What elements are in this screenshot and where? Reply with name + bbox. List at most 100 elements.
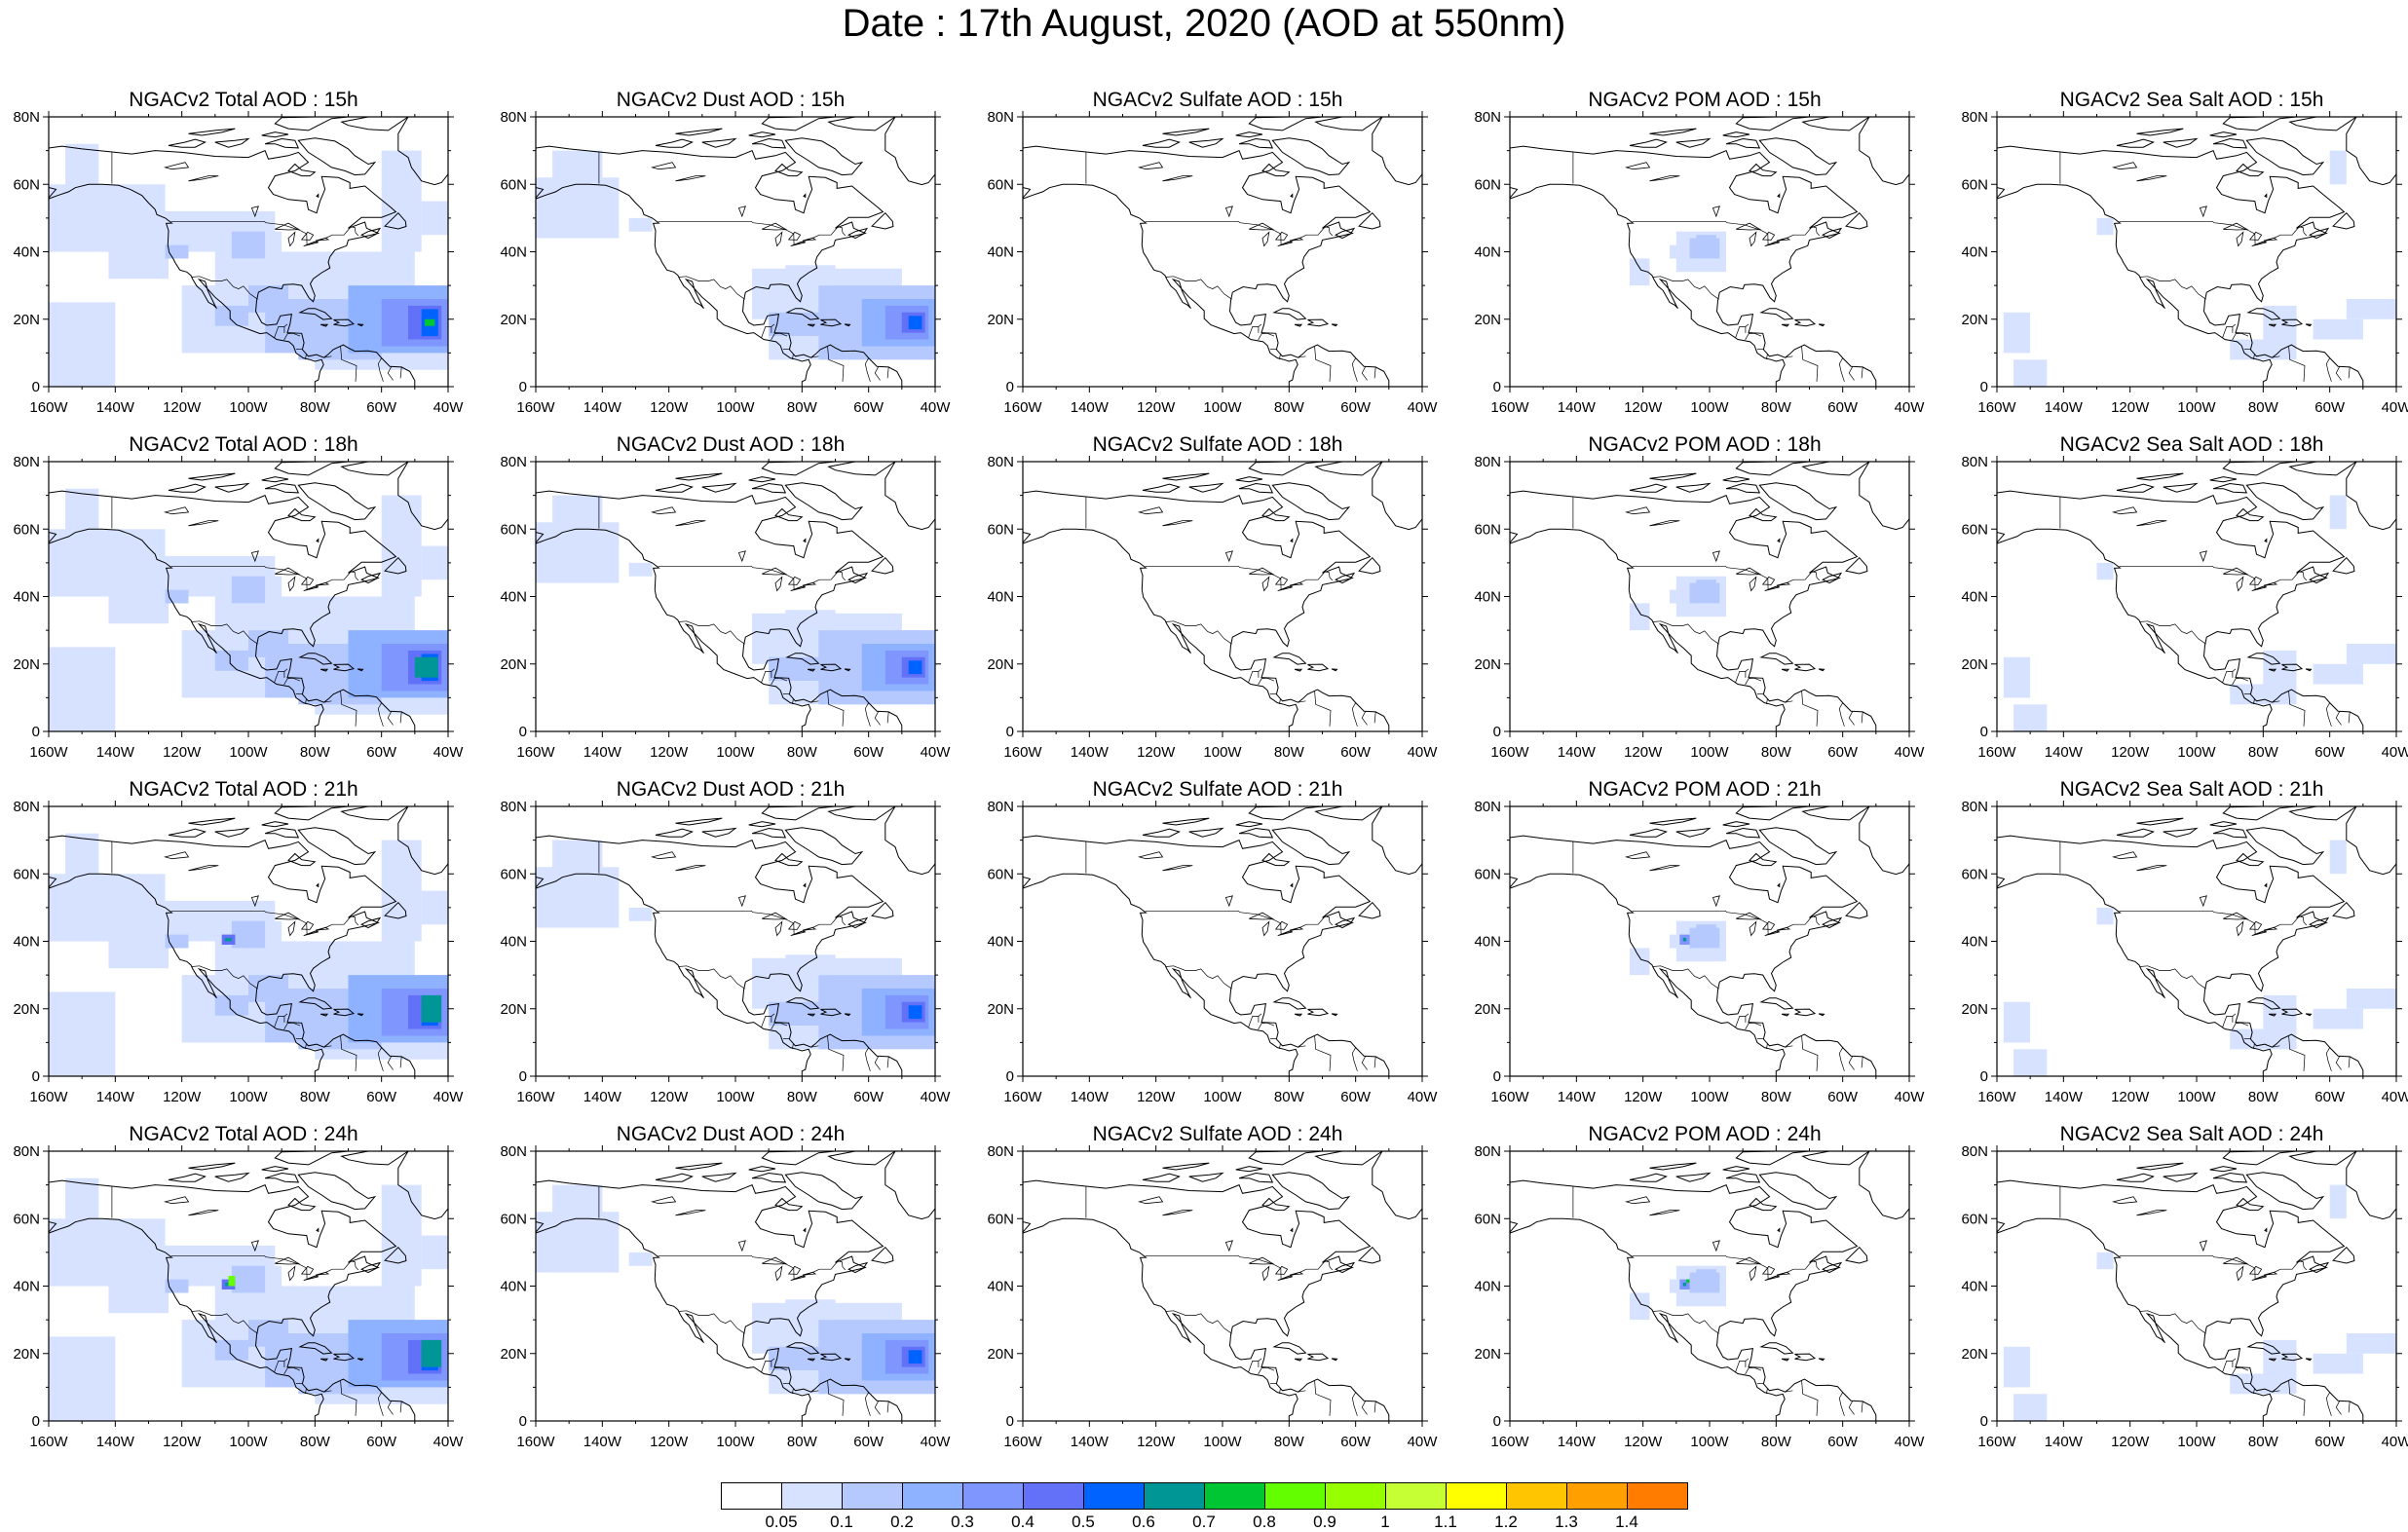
panel-title: NGACv2 Dust AOD : 15h: [616, 89, 846, 111]
lon-tick-label: 100W: [1690, 399, 1729, 416]
lat-tick-label: 80N: [1961, 109, 1988, 126]
lat-tick-label: 20N: [1474, 312, 1501, 328]
aod-cell: [2263, 650, 2297, 685]
lon-tick-label: 60W: [366, 744, 397, 761]
border-layer: [111, 1186, 402, 1416]
lat-tick-label: 80N: [500, 454, 527, 470]
lat-tick-label: 40N: [987, 244, 1014, 261]
map-canvas: 0 20N 40N 60N 80N 160W 140W 120W 100W 80W 60W 40W: [500, 454, 951, 761]
lat-tick-label: 0: [1493, 724, 1501, 740]
border-layer: [1085, 497, 1376, 727]
border-layer: [111, 841, 402, 1071]
map-canvas: 0 20N 40N 60N 80N 160W 140W 120W 100W 80W 60W 40W: [987, 109, 1439, 416]
map-panel-seasalt-2: NGACv2 Sea Salt AOD : 21h 0 20N 40N 60N 80N 16…: [1948, 777, 2408, 1118]
aod-cell: [421, 994, 442, 1023]
aod-cell: [2313, 1008, 2363, 1029]
aod-cell: [49, 991, 116, 1076]
lon-tick-label: 140W: [583, 1089, 622, 1105]
lon-tick-label: 80W: [1274, 1434, 1305, 1450]
lat-tick-label: 80N: [500, 799, 527, 815]
aod-cell: [1630, 603, 1650, 631]
lon-tick-label: 140W: [96, 1434, 135, 1450]
coastline-layer: [1510, 462, 1909, 731]
aod-cell: [2329, 150, 2347, 185]
lon-tick-label: 100W: [1690, 1434, 1729, 1450]
lat-tick-label: 80N: [1961, 799, 1988, 815]
colorbar-label: 1.4: [1615, 1513, 1638, 1531]
lat-tick-label: 0: [1006, 379, 1014, 395]
lon-tick-label: 40W: [2382, 1089, 2408, 1105]
lat-tick-label: 80N: [987, 1143, 1014, 1160]
colorbar-label: 0.6: [1132, 1513, 1155, 1531]
lon-tick-label: 40W: [2382, 744, 2408, 761]
lat-tick-label: 80N: [987, 454, 1014, 470]
lat-tick-label: 40N: [13, 1279, 40, 1295]
aod-cell: [49, 302, 116, 387]
lat-tick-label: 40N: [500, 244, 527, 261]
colorbar-label: 0.8: [1253, 1513, 1276, 1531]
aod-cell: [2346, 644, 2396, 664]
lon-tick-label: 80W: [787, 744, 818, 761]
coastline-layer: [49, 1151, 448, 1421]
colorbar-label: 1: [1380, 1513, 1390, 1531]
lon-tick-label: 100W: [1203, 1434, 1242, 1450]
panel-title: NGACv2 Total AOD : 18h: [129, 433, 358, 456]
border-layer: [2059, 1186, 2351, 1416]
panel-title: NGACv2 Dust AOD : 18h: [616, 433, 846, 456]
lon-tick-label: 120W: [650, 399, 689, 416]
lon-tick-label: 140W: [1071, 1089, 1110, 1105]
lon-tick-label: 140W: [1558, 744, 1597, 761]
lon-tick-label: 80W: [1274, 399, 1305, 416]
aod-cell: [381, 840, 422, 942]
border-layer: [598, 497, 889, 727]
lon-tick-label: 40W: [433, 1434, 465, 1450]
colorbar-swatch: [1325, 1482, 1386, 1510]
aod-cell: [908, 1005, 922, 1020]
map-canvas: 0 20N 40N 60N 80N 160W 140W 120W 100W 80W 60W 40W: [1474, 109, 1925, 416]
colorbar-swatch: [1083, 1482, 1145, 1510]
lat-tick-label: 20N: [1474, 656, 1501, 673]
lat-tick-label: 0: [1006, 1068, 1014, 1085]
lat-tick-label: 60N: [500, 866, 527, 882]
colorbar-label: 0.3: [951, 1513, 974, 1531]
map-canvas: 0 20N 40N 60N 80N 160W 140W 120W 100W 80W 60W 40W: [500, 799, 952, 1105]
coastline-layer: [536, 806, 935, 1076]
lon-tick-label: 100W: [229, 1089, 268, 1105]
lon-tick-label: 100W: [2177, 1434, 2216, 1450]
colorbar-swatch: [1385, 1482, 1447, 1510]
lon-tick-label: 40W: [921, 1089, 952, 1105]
map-canvas: 0 20N 40N 60N 80N 160W 140W 120W 100W 80W 60W 40W: [13, 454, 464, 761]
panel-title: NGACv2 POM AOD : 18h: [1588, 433, 1822, 456]
aod-cell: [248, 1320, 288, 1347]
lon-tick-label: 80W: [300, 744, 331, 761]
lon-tick-label: 160W: [1003, 744, 1042, 761]
aod-cell: [108, 1258, 169, 1314]
aod-cell: [536, 867, 620, 928]
lon-tick-label: 60W: [2314, 744, 2346, 761]
aod-cell: [2263, 1339, 2297, 1374]
lon-tick-label: 160W: [1490, 399, 1529, 416]
map-panel-seasalt-1: NGACv2 Sea Salt AOD : 18h 0 20N 40N 60N 80N 16…: [1948, 432, 2408, 773]
colorbar-label: 0.2: [890, 1513, 914, 1531]
border-layer: [1572, 497, 1863, 727]
map-panel-pom-1: NGACv2 POM AOD : 18h 0 20N 40N 60N 80N 160W 140…: [1461, 432, 1948, 773]
lon-tick-label: 40W: [1408, 399, 1439, 416]
aod-cell: [381, 1184, 422, 1287]
aod-cell: [49, 718, 76, 731]
colorbar-label: 0.4: [1011, 1513, 1035, 1531]
lat-tick-label: 80N: [500, 109, 527, 126]
aod-cell: [908, 660, 922, 675]
lon-tick-label: 80W: [1761, 1089, 1792, 1105]
lon-tick-label: 60W: [853, 399, 884, 416]
lon-tick-label: 120W: [1624, 1434, 1663, 1450]
lat-tick-label: 80N: [13, 1143, 40, 1160]
lat-tick-label: 40N: [13, 589, 40, 606]
lon-tick-label: 40W: [1408, 1089, 1439, 1105]
colorbar-swatch: [721, 1482, 782, 1510]
lon-tick-label: 100W: [716, 1434, 755, 1450]
map-canvas: 0 20N 40N 60N 80N 160W 140W 120W 100W 80W 60W 40W: [500, 1143, 951, 1450]
lon-tick-label: 60W: [1340, 1434, 1372, 1450]
coastline-layer: [1997, 462, 2396, 731]
colorbar-label: 0.7: [1192, 1513, 1216, 1531]
aod-cell: [231, 1265, 266, 1293]
